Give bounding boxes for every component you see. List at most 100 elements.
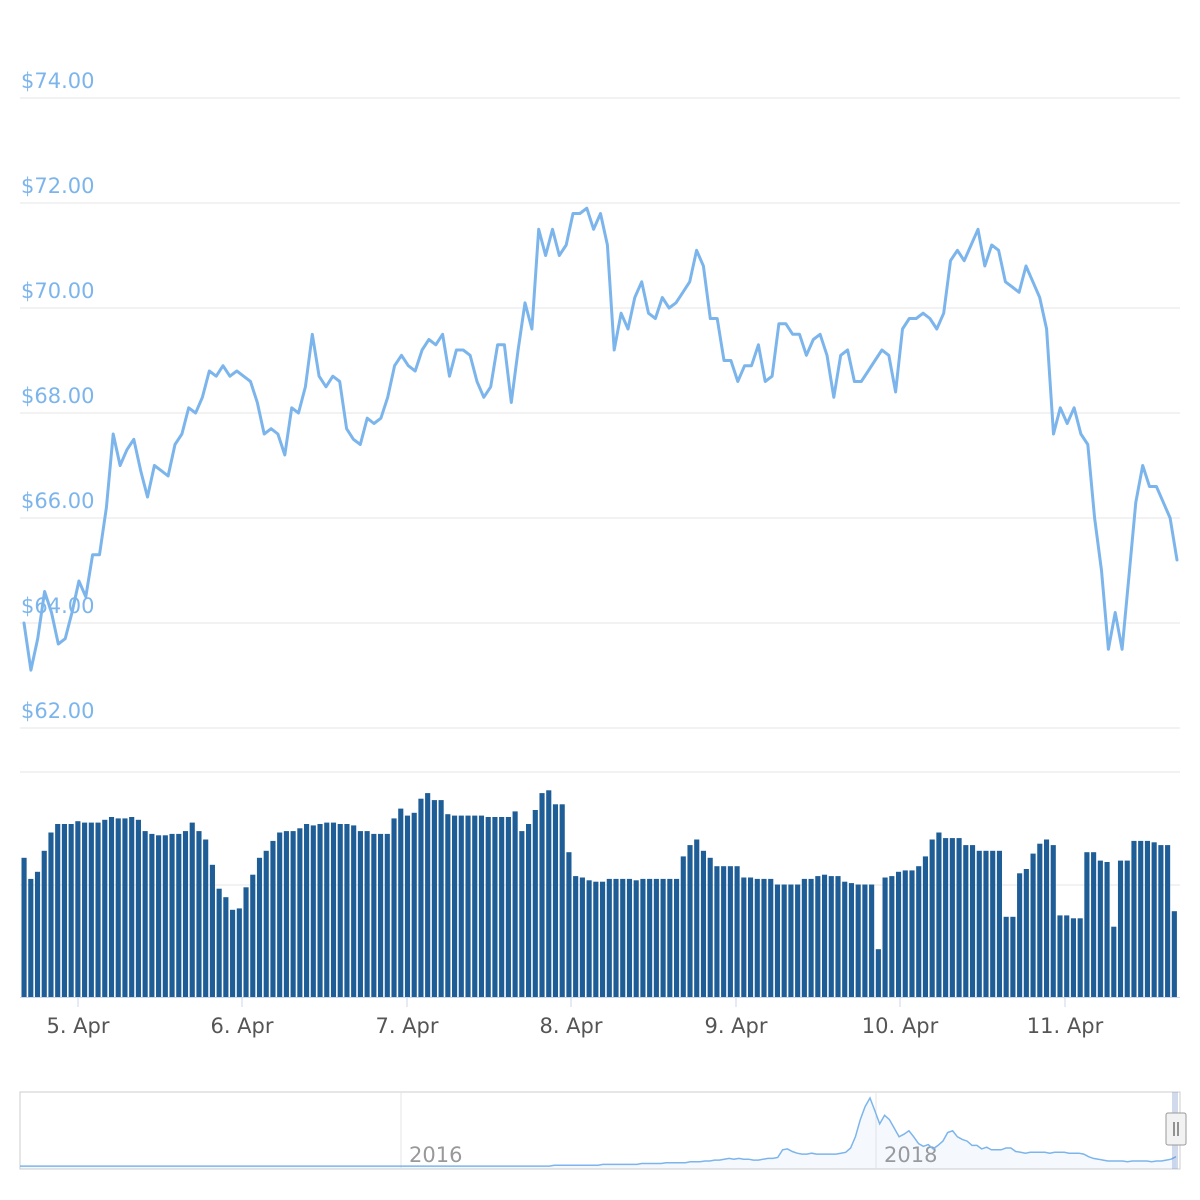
volume-bar[interactable] [283,831,289,997]
volume-bar[interactable] [243,887,249,997]
volume-bar[interactable] [539,793,545,997]
volume-bar[interactable] [189,822,195,997]
volume-bar[interactable] [741,877,747,998]
volume-bar[interactable] [230,909,236,997]
volume-bar[interactable] [943,838,949,997]
volume-bar[interactable] [478,815,485,997]
volume-bar[interactable] [774,884,781,998]
volume-bar[interactable] [142,831,148,997]
volume-series[interactable] [21,790,1177,998]
volume-bar[interactable] [626,878,633,997]
volume-bar[interactable] [297,828,303,998]
price-line[interactable] [22,206,1179,672]
volume-bar[interactable] [324,822,330,997]
volume-bar[interactable] [781,884,787,998]
volume-bar[interactable] [1003,916,1009,997]
volume-bar[interactable] [936,832,942,998]
volume-bar[interactable] [1165,845,1171,997]
volume-bar[interactable] [768,878,774,997]
volume-bar[interactable] [526,824,532,997]
volume-bar[interactable] [1124,860,1130,997]
volume-bar[interactable] [445,814,451,997]
volume-bar[interactable] [485,817,491,997]
volume-bar[interactable] [371,833,377,997]
volume-bar[interactable] [1017,873,1023,998]
volume-bar[interactable] [256,857,263,997]
volume-bar[interactable] [586,880,592,997]
volume-bar[interactable] [1057,915,1063,997]
volume-bar[interactable] [653,878,659,997]
volume-bar[interactable] [700,850,707,998]
volume-bar[interactable] [559,804,565,997]
volume-bar[interactable] [606,878,612,997]
volume-bar[interactable] [28,878,34,997]
volume-bar[interactable] [801,878,807,997]
volume-bar[interactable] [1097,860,1103,997]
volume-bar[interactable] [304,824,310,997]
volume-bar[interactable] [949,838,955,997]
volume-bar[interactable] [963,845,969,997]
volume-bar[interactable] [344,824,350,997]
volume-bar[interactable] [519,831,525,997]
volume-bar[interactable] [593,881,599,997]
volume-bar[interactable] [418,798,424,997]
volume-bar[interactable] [216,888,222,997]
volume-bar[interactable] [687,845,693,997]
volume-bar[interactable] [135,819,141,997]
volume-bar[interactable] [1138,840,1144,997]
volume-bar[interactable] [734,866,740,997]
volume-bar[interactable] [1144,840,1150,997]
volume-bar[interactable] [848,883,855,997]
volume-bar[interactable] [1117,860,1124,997]
volume-bar[interactable] [600,881,606,997]
volume-bar[interactable] [727,866,733,997]
volume-bar[interactable] [55,824,61,997]
volume-bar[interactable] [909,870,915,997]
volume-bar[interactable] [499,817,505,997]
volume-bar[interactable] [969,845,976,997]
volume-bar[interactable] [176,833,182,997]
volume-bar[interactable] [1084,852,1090,997]
volume-bar[interactable] [1158,845,1164,997]
volume-bar[interactable] [411,812,417,997]
volume-bar[interactable] [505,817,511,997]
volume-bar[interactable] [754,878,760,997]
volume-bar[interactable] [277,832,283,998]
volume-bar[interactable] [956,838,962,997]
volume-bar[interactable] [209,864,215,997]
volume-bar[interactable] [916,866,922,997]
volume-bar[interactable] [122,818,128,997]
volume-bar[interactable] [1037,843,1043,997]
volume-bar[interactable] [61,824,67,997]
volume-bar[interactable] [660,878,666,997]
volume-bar[interactable] [1023,869,1029,997]
volume-bar[interactable] [721,866,727,997]
volume-bar[interactable] [223,897,229,997]
volume-bar[interactable] [398,808,404,997]
volume-bar[interactable] [647,878,653,997]
volume-bar[interactable] [707,857,713,997]
volume-bar[interactable] [855,884,861,998]
volume-bar[interactable] [976,850,982,998]
volume-bar[interactable] [75,821,81,997]
volume-bar[interactable] [869,884,875,998]
volume-bar[interactable] [808,878,814,997]
volume-bar[interactable] [357,831,363,997]
volume-bar[interactable] [882,877,888,998]
volume-bar[interactable] [102,819,108,997]
volume-bar[interactable] [552,804,559,997]
volume-bar[interactable] [1091,852,1097,997]
volume-bar[interactable] [996,850,1003,998]
volume-bar[interactable] [290,831,296,997]
volume-bar[interactable] [115,818,121,997]
volume-bar[interactable] [236,908,242,997]
volume-bar[interactable] [573,876,579,997]
volume-bar[interactable] [162,835,168,997]
volume-bar[interactable] [613,878,619,997]
volume-bar[interactable] [895,871,902,997]
volume-bar[interactable] [1070,918,1076,998]
volume-bar[interactable] [788,884,794,998]
volume-bar[interactable] [95,822,101,997]
volume-bar[interactable] [431,800,437,997]
volume-bar[interactable] [378,833,384,997]
